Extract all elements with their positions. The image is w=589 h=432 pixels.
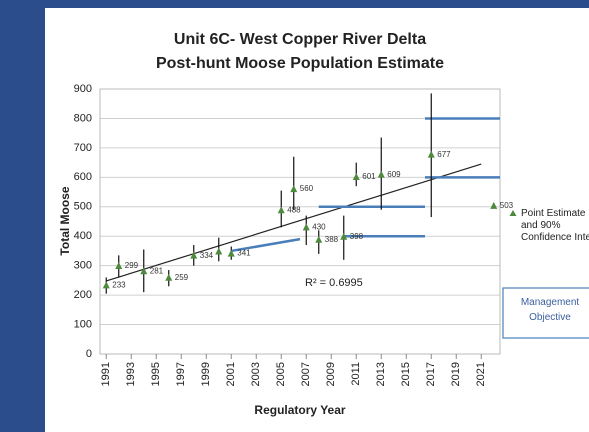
x-tick-label: 1993 bbox=[125, 362, 137, 386]
y-tick-label: 500 bbox=[74, 201, 92, 213]
data-label: 430 bbox=[312, 222, 326, 231]
trendline bbox=[106, 163, 482, 282]
x-tick-label: 2019 bbox=[450, 362, 462, 386]
point bbox=[302, 223, 310, 231]
data-label: 398 bbox=[350, 232, 364, 241]
point bbox=[102, 281, 110, 289]
plot-frame bbox=[99, 88, 501, 355]
y-tick-label: 200 bbox=[74, 289, 92, 301]
point bbox=[340, 232, 348, 240]
point bbox=[352, 173, 360, 181]
x-tick-label: 2003 bbox=[250, 362, 262, 386]
point bbox=[315, 235, 323, 243]
point bbox=[427, 150, 435, 158]
x-tick-label: 2017 bbox=[425, 362, 437, 386]
data-label: 503 bbox=[500, 201, 514, 210]
y-tick-label: 100 bbox=[74, 318, 92, 330]
y-tick-label: 700 bbox=[74, 142, 92, 154]
y-tick-label: 300 bbox=[74, 260, 92, 272]
data-label: 341 bbox=[237, 249, 251, 258]
point bbox=[377, 170, 385, 178]
x-tick-label: 2021 bbox=[475, 362, 487, 386]
x-tick-label: 2013 bbox=[375, 362, 387, 386]
y-tick-label: 900 bbox=[74, 83, 92, 95]
legend-objective: Management Objective bbox=[521, 297, 580, 323]
point bbox=[490, 201, 498, 209]
point bbox=[115, 261, 123, 269]
x-tick-label: 2007 bbox=[300, 362, 312, 386]
x-tick-label: 2001 bbox=[225, 362, 237, 386]
point bbox=[190, 251, 198, 259]
point bbox=[227, 249, 235, 257]
x-tick-label: 1999 bbox=[200, 362, 212, 386]
data-label: 388 bbox=[325, 235, 339, 244]
data-label: 259 bbox=[175, 273, 189, 282]
x-tick-label: 2005 bbox=[275, 362, 287, 386]
data-label: 560 bbox=[300, 184, 314, 193]
x-tick-label: 1991 bbox=[100, 362, 112, 386]
y-tick-label: 400 bbox=[74, 230, 92, 242]
annotation: R² = 0.6995 bbox=[305, 277, 363, 289]
objective-line bbox=[231, 237, 301, 253]
point bbox=[140, 267, 148, 275]
data-label: 609 bbox=[387, 170, 401, 179]
x-tick-label: 2009 bbox=[325, 362, 337, 386]
data-label: 334 bbox=[200, 251, 214, 260]
x-tick-label: 1997 bbox=[175, 362, 187, 386]
chart-title: Unit 6C- West Copper River Delta bbox=[174, 31, 426, 48]
slide-background bbox=[45, 8, 589, 432]
y-tick-label: 0 bbox=[86, 348, 92, 360]
data-label: 677 bbox=[437, 150, 451, 159]
y-axis-label: Total Moose bbox=[58, 186, 72, 255]
x-axis-label: Regulatory Year bbox=[254, 403, 345, 417]
point bbox=[290, 185, 298, 193]
x-tick-label: 2011 bbox=[350, 362, 362, 386]
x-tick-label: 2015 bbox=[400, 362, 412, 386]
point bbox=[165, 273, 173, 281]
chart-subtitle: Post-hunt Moose Population Estimate bbox=[156, 55, 444, 72]
point bbox=[215, 247, 223, 255]
data-label: 299 bbox=[125, 261, 139, 270]
x-tick-label: 1995 bbox=[150, 362, 162, 386]
legend-marker bbox=[509, 210, 517, 216]
y-tick-label: 600 bbox=[74, 171, 92, 183]
data-label: 281 bbox=[150, 266, 164, 275]
legend-box bbox=[502, 287, 589, 339]
point bbox=[277, 206, 285, 214]
y-tick-label: 800 bbox=[74, 112, 92, 124]
data-label: 601 bbox=[362, 172, 376, 181]
data-label: 233 bbox=[112, 281, 126, 290]
data-label: 488 bbox=[287, 205, 301, 214]
